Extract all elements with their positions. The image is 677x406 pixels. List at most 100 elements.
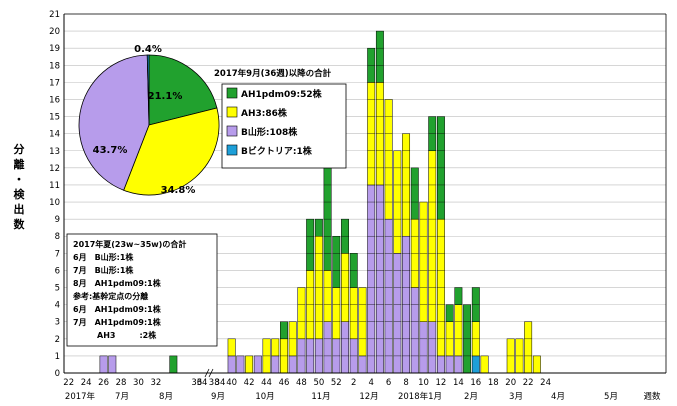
month-label: 8月 — [159, 392, 173, 402]
axes — [63, 13, 667, 378]
bar-segment — [297, 287, 306, 340]
x-tick-label: 22 — [523, 378, 534, 388]
summer-box-frame — [66, 233, 218, 347]
bar-segment — [367, 184, 376, 374]
bar-segment — [323, 150, 332, 271]
legend-item-label: B山形:108株 — [241, 126, 298, 138]
y-axis-label-char: 検 — [14, 187, 26, 201]
x-tick-label: 50 — [313, 378, 324, 388]
y-axis-label: 分離・検出数 — [14, 142, 26, 231]
y-tick-label: 17 — [49, 78, 60, 88]
bar-segment — [454, 287, 463, 305]
bar-segment — [236, 355, 245, 374]
bar-segment — [384, 218, 393, 374]
bar-segment — [245, 355, 254, 374]
y-tick-label: 9 — [55, 215, 60, 225]
bar-segment — [419, 321, 428, 374]
bar-segment — [393, 253, 402, 374]
legend-swatch — [226, 125, 238, 137]
pie-slice — [146, 54, 150, 126]
x-tick-label: 40 — [226, 378, 237, 388]
x-tick-label: 6 — [386, 378, 391, 388]
pie-slice — [78, 54, 150, 191]
y-tick-label: 19 — [49, 44, 60, 54]
y-tick-label: 10 — [49, 198, 60, 208]
bar-segment — [375, 30, 384, 83]
legend-item-label: AH1pdm09:52株 — [241, 88, 323, 100]
bar-segment — [410, 287, 419, 374]
y-tick-label: 13 — [49, 147, 60, 157]
month-label: 2017年 — [65, 391, 96, 402]
bar-segment — [445, 355, 454, 374]
x-tick-label: 10 — [418, 378, 429, 388]
x-tick-label: 12 — [436, 378, 447, 388]
pie-slice-label: 34.8% — [161, 185, 196, 196]
summer-box-line: 6月 AH1pdm09:1株 — [73, 304, 162, 314]
bar-segment — [454, 304, 463, 357]
legend: 2017年9月(36週)以降の合計 AH1pdm09:52株 AH3:86株 B山形:… — [214, 68, 347, 169]
y-tick-label: 20 — [49, 27, 60, 37]
y-tick-label: 2 — [55, 335, 60, 345]
month-label: 5月 — [604, 392, 618, 402]
month-label: 2018年1月 — [398, 391, 442, 402]
bar-segment — [384, 99, 393, 220]
legend-item-label: Bビクトリア:1株 — [241, 145, 313, 157]
x-tick-label: 16 — [470, 378, 481, 388]
bar-segment — [332, 235, 341, 288]
bar-segment — [271, 338, 280, 357]
bar-segment — [169, 355, 178, 374]
legend-item-label: AH3:86株 — [241, 107, 288, 119]
axis-break-mark — [208, 368, 214, 378]
bar-segment — [454, 355, 463, 374]
legend-swatch — [226, 87, 238, 99]
x-tick-label: 42 — [244, 378, 255, 388]
x-tick-label: 36 — [191, 378, 202, 388]
y-axis-label-char: 出 — [14, 202, 25, 216]
y-tick-label: 16 — [49, 95, 60, 105]
pie-chart: 21.1% 34.8% 43.7% 0.4% — [78, 44, 220, 196]
y-axis-label-char: 数 — [14, 217, 26, 231]
bar-segment — [524, 321, 533, 374]
legend-box — [221, 83, 347, 169]
y-axis-label-char: 分 — [14, 142, 25, 156]
summer-box-line: AH3 :2株 — [73, 330, 157, 340]
summer-box-line: 7月 B山形:1株 — [73, 265, 134, 275]
y-tick-label: 8 — [55, 232, 60, 242]
x-tick-label: 44 — [261, 378, 272, 388]
legend-title: 2017年9月(36週)以降の合計 — [214, 68, 332, 79]
month-label: 2月 — [464, 392, 478, 402]
y-tick-label: 11 — [49, 181, 60, 191]
summer-summary-box: 2017年夏(23w~35w)の合計 6月 B山形:1株 7月 B山形:1株 8月 A… — [66, 233, 218, 347]
x-tick-label: 34 — [215, 378, 226, 388]
y-tick-label: 12 — [49, 164, 60, 174]
bar-segment — [480, 355, 489, 374]
x-tick-label: 24 — [540, 378, 551, 388]
month-label: 10月 — [255, 392, 274, 402]
x-tick-label: 30 — [133, 378, 144, 388]
y-tick-label: 4 — [55, 301, 60, 311]
month-label: 12月 — [359, 392, 378, 402]
pie-slice — [148, 54, 218, 126]
bar-segment — [349, 287, 358, 340]
summer-box-line: 7月 AH1pdm09:1株 — [73, 317, 162, 327]
bar-segment — [108, 355, 117, 374]
y-tick-label: 1 — [55, 352, 60, 362]
x-tick-label: 46 — [279, 378, 290, 388]
legend-swatch — [226, 144, 238, 156]
x-tick-label: 14 — [453, 378, 464, 388]
summer-box-line: 2017年夏(23w~35w)の合計 — [73, 239, 186, 249]
bar-segment — [227, 338, 236, 357]
summer-box-line: 6月 B山形:1株 — [73, 252, 134, 262]
y-tick-label: 21 — [49, 10, 60, 20]
pie-slice-label: 21.1% — [148, 91, 183, 102]
bar-segment — [358, 355, 367, 374]
y-axis-label-char: 離 — [14, 157, 25, 171]
bar-segment — [428, 321, 437, 374]
x-tick-label: 32 — [150, 378, 161, 388]
month-label: 4月 — [551, 392, 565, 402]
x-tick-label: 48 — [296, 378, 307, 388]
y-tick-label: 18 — [49, 61, 60, 71]
pie-slice-label: 43.7% — [93, 145, 128, 156]
bar-segment — [341, 321, 349, 374]
